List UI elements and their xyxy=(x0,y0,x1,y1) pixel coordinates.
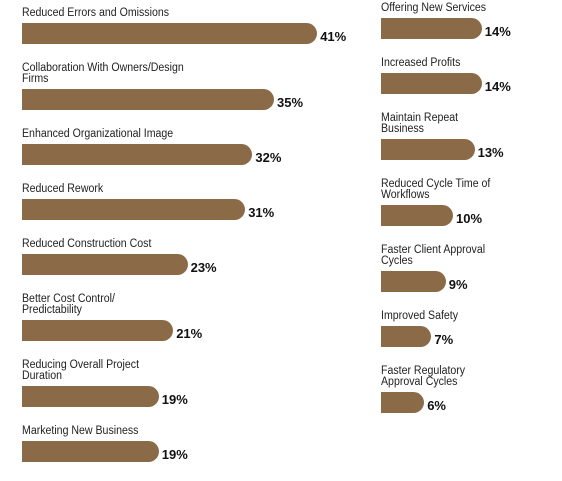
value-label: 7% xyxy=(434,331,454,347)
bar xyxy=(381,205,453,226)
bar-row: Reduced Construction Cost 23% xyxy=(22,238,346,275)
value-label: 41% xyxy=(320,28,347,44)
bar-row: Reducing Overall Project Duration 19% xyxy=(22,359,346,407)
bar-row: Improved Safety 7% xyxy=(381,310,562,347)
bar xyxy=(381,139,475,160)
bar-row: Reduced Rework 31% xyxy=(22,183,346,220)
bar xyxy=(381,392,425,413)
value-label: 13% xyxy=(477,144,504,160)
bar-row: Increased Profits 14% xyxy=(381,57,562,94)
category-label: Enhanced Organizational Image xyxy=(22,128,174,140)
bar xyxy=(381,18,482,39)
category-label: Reducing Overall Project Duration xyxy=(22,359,140,382)
bar-line: 35% xyxy=(22,89,346,110)
bar xyxy=(381,326,432,347)
category-label: Faster Regulatory Approval Cycles xyxy=(381,365,466,388)
category-label: Marketing New Business xyxy=(22,425,139,437)
bar-row: Maintain Repeat Business 13% xyxy=(381,112,562,160)
category-label: Offering New Services xyxy=(381,2,487,14)
bar xyxy=(22,254,188,275)
value-label: 6% xyxy=(427,397,446,413)
category-label: Reduced Construction Cost xyxy=(22,238,152,250)
bar-line: 14% xyxy=(381,73,562,94)
value-label: 19% xyxy=(161,391,188,407)
bar xyxy=(22,320,174,341)
category-label: Reduced Cycle Time of Workflows xyxy=(381,178,491,201)
bar-column: Offering New Services 14% Increased Profit… xyxy=(381,2,562,432)
category-label: Increased Profits xyxy=(381,57,461,69)
bar-line: 19% xyxy=(22,386,346,407)
bar xyxy=(381,73,482,94)
bar xyxy=(22,386,159,407)
bar-line: 31% xyxy=(22,199,346,220)
value-label: 32% xyxy=(255,149,282,165)
bar-row: Offering New Services 14% xyxy=(381,2,562,39)
value-label: 21% xyxy=(176,325,203,341)
bar-line: 9% xyxy=(381,271,562,292)
value-label: 14% xyxy=(484,78,511,94)
bar-line: 41% xyxy=(22,23,346,44)
page: Reduced Errors and Omissions 41% Collabora… xyxy=(22,2,562,462)
bar-line: 32% xyxy=(22,144,346,165)
bar xyxy=(22,144,253,165)
category-label: Reduced Rework xyxy=(22,183,104,195)
value-label: 31% xyxy=(248,204,275,220)
bar-row: Reduced Cycle Time of Workflows 10% xyxy=(381,178,562,226)
category-label: Reduced Errors and Omissions xyxy=(22,7,170,19)
bar-row: Marketing New Business 19% xyxy=(22,425,346,462)
bar xyxy=(22,89,274,110)
bar-line: 21% xyxy=(22,320,346,341)
bar-line: 19% xyxy=(22,441,346,462)
bar xyxy=(22,23,318,44)
category-label: Collaboration With Owners/Design Firms xyxy=(22,62,184,85)
category-label: Better Cost Control/ Predictability xyxy=(22,293,115,316)
bar-row: Faster Regulatory Approval Cycles 6% xyxy=(381,365,562,413)
bar xyxy=(22,199,246,220)
value-label: 10% xyxy=(456,210,483,226)
bar-row: Faster Client Approval Cycles 9% xyxy=(381,244,562,292)
bar-row: Reduced Errors and Omissions 41% xyxy=(22,7,346,44)
bar-line: 14% xyxy=(381,18,562,39)
value-label: 14% xyxy=(484,23,511,39)
bar-row: Enhanced Organizational Image 32% xyxy=(22,128,346,165)
bar-line: 7% xyxy=(381,326,562,347)
category-label: Maintain Repeat Business xyxy=(381,112,459,135)
bar-line: 13% xyxy=(381,139,562,160)
bar xyxy=(381,271,446,292)
bar-line: 23% xyxy=(22,254,346,275)
value-label: 23% xyxy=(190,259,217,275)
value-label: 35% xyxy=(277,94,304,110)
value-label: 9% xyxy=(448,276,468,292)
bar-line: 6% xyxy=(381,392,562,413)
bar-column: Reduced Errors and Omissions 41% Collabora… xyxy=(22,7,346,481)
category-label: Improved Safety xyxy=(381,310,459,322)
bar-row: Better Cost Control/ Predictability 21% xyxy=(22,293,346,341)
value-label: 19% xyxy=(161,446,188,462)
category-label: Faster Client Approval Cycles xyxy=(381,244,486,267)
bar xyxy=(22,441,159,462)
bar-line: 10% xyxy=(381,205,562,226)
bar-row: Collaboration With Owners/Design Firms 35… xyxy=(22,62,346,110)
